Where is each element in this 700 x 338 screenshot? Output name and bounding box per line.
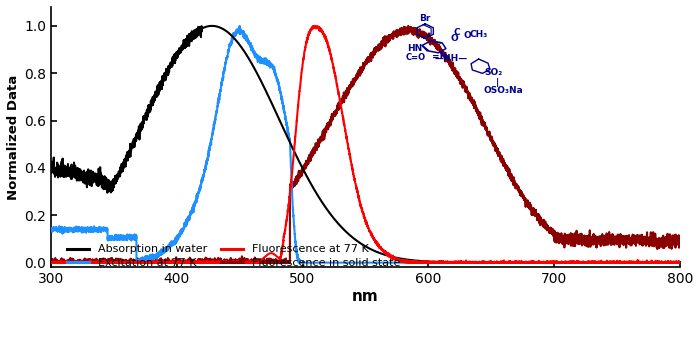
Y-axis label: Normalized Data: Normalized Data <box>7 75 20 200</box>
Text: HN: HN <box>407 44 422 53</box>
Text: =N: =N <box>432 52 447 61</box>
Text: |: | <box>496 78 499 87</box>
Text: O: O <box>451 34 458 43</box>
Legend: Absorption in water, Excitation at 77 K, Fluorescence at 77 K, Fluorescence in s: Absorption in water, Excitation at 77 K,… <box>63 240 405 272</box>
Text: O: O <box>463 30 471 40</box>
Text: OSO₃Na: OSO₃Na <box>484 86 524 95</box>
Text: Br: Br <box>419 14 431 23</box>
Text: C: C <box>454 28 460 38</box>
Text: CH₃: CH₃ <box>470 29 488 39</box>
Text: —NH—: —NH— <box>435 54 468 63</box>
X-axis label: nm: nm <box>352 289 379 304</box>
Text: C=O: C=O <box>406 53 426 62</box>
Text: SO₂: SO₂ <box>484 68 503 77</box>
